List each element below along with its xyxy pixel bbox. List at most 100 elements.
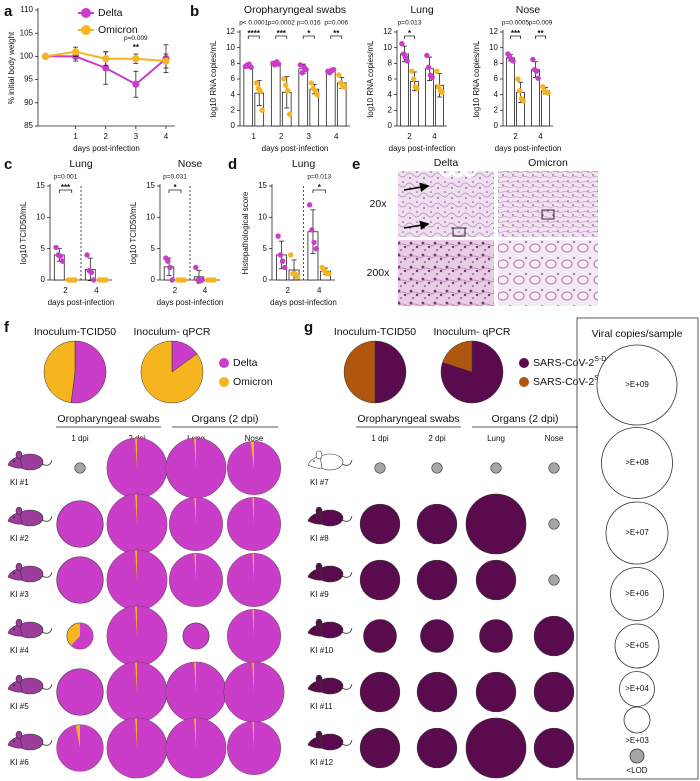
- delta-share: [56, 724, 104, 772]
- data-point: [535, 75, 541, 81]
- data-point: [533, 68, 540, 74]
- sample-circle: [533, 615, 575, 657]
- mouse-eye: [13, 460, 15, 462]
- pie-title: Inoculum- qPCR: [433, 326, 510, 338]
- significance-stars: *: [408, 29, 412, 38]
- row-label: KI #3: [10, 590, 29, 599]
- data-point: [162, 57, 170, 65]
- data-point: [299, 70, 305, 76]
- bracket-line: [275, 35, 288, 39]
- data-point: [330, 66, 337, 73]
- x-tick-label: 4: [94, 286, 99, 295]
- size-label: >E+06: [625, 589, 649, 598]
- legend-marker: [219, 377, 229, 387]
- sample-circle: [363, 619, 397, 653]
- mouse-icon: [7, 450, 53, 471]
- y-tick-label: 0: [151, 275, 156, 284]
- y-tick-label: 0: [41, 275, 46, 284]
- data-point: [424, 52, 430, 59]
- column-label: Nose: [245, 434, 264, 443]
- mouse-eye: [13, 684, 15, 686]
- y-tick-label: 0: [263, 275, 268, 284]
- mouse-icon: [7, 674, 53, 695]
- data-point: [275, 61, 282, 67]
- data-point: [132, 80, 140, 88]
- histology-image: [498, 240, 598, 306]
- significance-bracket: [312, 189, 326, 193]
- mouse-tail: [41, 515, 53, 522]
- size-label: >E+08: [625, 458, 649, 467]
- x-tick-label: 3: [134, 132, 139, 141]
- data-point: [510, 58, 516, 64]
- data-point: [102, 55, 110, 63]
- data-point: [132, 55, 140, 63]
- x-tick-label: 2: [63, 286, 68, 295]
- legend-name: Delta: [233, 357, 258, 369]
- y-tick-label: 12: [226, 27, 235, 36]
- delta-share: [227, 721, 281, 775]
- delta-share: [107, 494, 168, 554]
- data-point: [211, 277, 217, 283]
- pie-slice: [442, 340, 473, 373]
- x-axis-label: days post-infection: [389, 144, 456, 153]
- mouse-ear: [315, 730, 323, 740]
- x-tick-label: 1: [73, 132, 78, 141]
- size-label: <LOD: [626, 766, 647, 775]
- significance-stars: ****: [248, 29, 261, 38]
- data-point: [167, 264, 173, 271]
- data-point: [336, 72, 342, 78]
- y-tick-label: 6: [231, 74, 236, 83]
- mouse-ear: [15, 730, 23, 740]
- data-point: [283, 82, 289, 88]
- y-tick-label: 10: [146, 212, 155, 221]
- mouse-ear: [15, 450, 23, 460]
- y-axis-label: log10 TCID50/mL: [129, 201, 138, 264]
- x-tick-label: 2: [173, 286, 178, 295]
- sample-circle: [479, 619, 513, 653]
- legend-label: Omicron: [98, 24, 138, 36]
- histology-image: [498, 171, 598, 237]
- y-tick-label: 5: [151, 244, 156, 253]
- y-tick-label: 100: [20, 52, 34, 61]
- mouse-eye: [313, 516, 315, 518]
- data-point: [281, 76, 287, 82]
- mouse-ear: [315, 506, 323, 516]
- bar: [270, 62, 281, 127]
- bracket-line: [330, 35, 343, 39]
- data-point: [277, 252, 284, 258]
- sample-circle: [416, 559, 458, 601]
- panel-label: g: [304, 319, 313, 336]
- data-point: [259, 107, 265, 114]
- bracket-line: [168, 189, 182, 193]
- size-circle: [614, 623, 660, 669]
- row-label: KI #11: [310, 702, 333, 711]
- row-label: KI #5: [10, 702, 29, 711]
- data-point: [257, 88, 263, 94]
- x-tick-label: 4: [538, 132, 543, 141]
- data-point: [311, 239, 317, 246]
- mouse-icon: [307, 450, 353, 471]
- significance-stars: ***: [511, 29, 521, 38]
- y-tick-label: 15: [36, 181, 45, 190]
- y-tick-label: 12: [383, 27, 392, 36]
- sample-circle: [465, 717, 527, 779]
- x-axis-label: days post-infection: [262, 144, 329, 153]
- data-point: [103, 277, 109, 283]
- data-point: [297, 62, 304, 68]
- significance-bracket: [168, 189, 182, 193]
- y-tick-label: 15: [258, 181, 267, 190]
- bar: [325, 70, 336, 127]
- significance-stars: **: [537, 29, 544, 38]
- bracket-line: [404, 35, 415, 39]
- row-label: KI #2: [10, 534, 29, 543]
- sample-circle: [475, 559, 517, 601]
- mouse-eye: [13, 628, 15, 630]
- y-tick-label: 10: [383, 43, 392, 52]
- mouse-icon: [7, 730, 53, 751]
- size-label: >E+04: [625, 684, 649, 693]
- delta-share: [224, 662, 285, 722]
- chart-title: Lung: [69, 158, 93, 170]
- mouse-tail: [41, 571, 53, 578]
- mouse-tail: [341, 739, 353, 746]
- pie-slice: [440, 340, 504, 404]
